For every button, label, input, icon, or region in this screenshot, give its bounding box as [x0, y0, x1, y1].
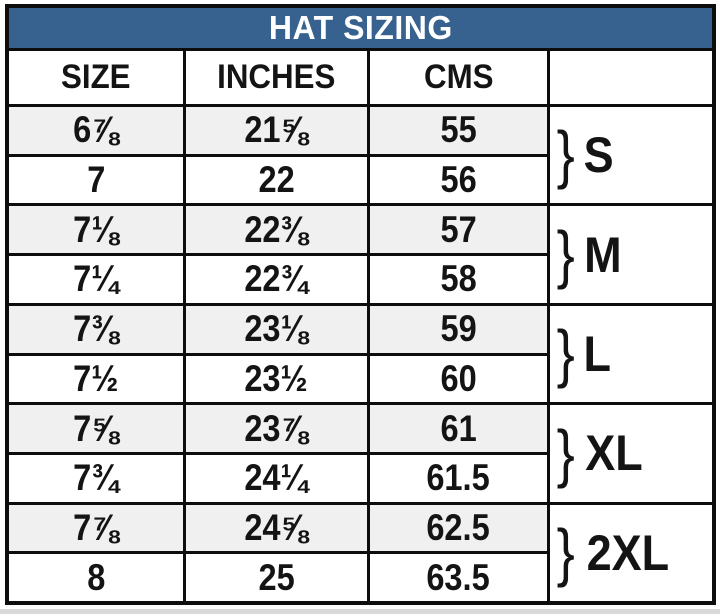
- cell-size: 7½: [9, 355, 183, 403]
- column-header-label: INCHES: [217, 58, 336, 96]
- cell-inches: 24⅝: [186, 504, 367, 552]
- cell-inches: 22: [186, 156, 367, 204]
- cell-value: 24¼: [244, 457, 309, 499]
- column-header-inches: INCHES: [186, 51, 367, 104]
- cell-inches: 23⅞: [186, 405, 367, 452]
- cell-value: 59: [440, 308, 477, 350]
- cell-value: 7⅛: [73, 208, 119, 250]
- cell-value: 22: [258, 159, 295, 201]
- group-label: XL: [585, 425, 644, 482]
- group-cell-s: } S: [550, 107, 712, 204]
- cell-size: 7¼: [9, 256, 183, 303]
- brace-glyph: }: [556, 317, 575, 390]
- cell-size: 7⅛: [9, 206, 183, 254]
- cell-size: 7⅞: [9, 504, 183, 552]
- cell-inches: 22¾: [186, 256, 367, 303]
- cell-size: 7⅜: [9, 305, 183, 353]
- cell-value: 7⅜: [73, 308, 119, 350]
- cell-cms: 61.5: [370, 454, 547, 502]
- cell-value: 61.5: [426, 457, 491, 499]
- cell-value: 60: [440, 357, 477, 399]
- cell-cms: 57: [370, 206, 547, 254]
- cell-value: 7¼: [73, 258, 119, 300]
- cell-cms: 63.5: [370, 554, 547, 601]
- cell-inches: 21⅝: [186, 107, 367, 154]
- cell-inches: 25: [186, 554, 367, 601]
- cell-value: 8: [86, 556, 106, 598]
- cell-cms: 60: [370, 355, 547, 403]
- cell-size: 8: [9, 554, 183, 601]
- cell-cms: 62.5: [370, 504, 547, 552]
- sizing-table: HAT SIZING SIZE INCHES CMS 6⅞ 21⅝ 55 7 22 56}…: [5, 4, 716, 605]
- group-label: L: [583, 325, 612, 382]
- cell-inches: 23⅛: [186, 305, 367, 353]
- bottom-edge-strip: [0, 609, 720, 614]
- brace-glyph: }: [556, 118, 575, 191]
- cell-value: 7⅞: [73, 506, 119, 548]
- cell-cms: 58: [370, 256, 547, 303]
- cell-value: 22⅜: [244, 208, 309, 250]
- cell-inches: 23½: [186, 355, 367, 403]
- column-header-group-empty: [550, 51, 712, 104]
- brace-glyph: }: [556, 217, 575, 290]
- cell-cms: 55: [370, 107, 547, 154]
- group-cell-2xl: } 2XL: [550, 504, 712, 601]
- cell-size: 7¾: [9, 454, 183, 502]
- cell-size: 6⅞: [9, 107, 183, 154]
- cell-inches: 22⅜: [186, 206, 367, 254]
- cell-value: 7½: [73, 357, 119, 399]
- column-header-cms: CMS: [370, 51, 547, 104]
- cell-value: 7¾: [73, 457, 119, 499]
- group-cell-xl: } XL: [550, 405, 712, 502]
- group-cell-m: } M: [550, 206, 712, 303]
- column-header-label: SIZE: [61, 58, 131, 96]
- group-cell-l: } L: [550, 305, 712, 403]
- group-label: 2XL: [586, 524, 670, 581]
- cell-size: 7⅝: [9, 405, 183, 452]
- brace-glyph: }: [556, 416, 575, 489]
- column-header-size: SIZE: [9, 51, 183, 104]
- cell-value: 58: [440, 258, 477, 300]
- group-label: M: [584, 226, 622, 283]
- cell-cms: 59: [370, 305, 547, 353]
- cell-value: 62.5: [426, 506, 491, 548]
- column-header-label: CMS: [423, 58, 494, 96]
- cell-value: 23⅛: [244, 308, 309, 350]
- brace-glyph: }: [556, 516, 575, 588]
- cell-value: 61: [440, 407, 477, 449]
- cell-value: 63.5: [426, 556, 491, 598]
- cell-value: 57: [440, 208, 477, 250]
- cell-cms: 56: [370, 156, 547, 204]
- cell-value: 24⅝: [244, 506, 309, 548]
- cell-value: 7⅝: [73, 407, 119, 449]
- cell-value: 25: [258, 556, 295, 598]
- cell-value: 22¾: [244, 258, 309, 300]
- cell-value: 6⅞: [73, 109, 119, 151]
- table-title: HAT SIZING: [268, 9, 453, 46]
- table-title-bar: HAT SIZING: [9, 8, 712, 48]
- cell-value: 56: [440, 159, 477, 201]
- group-label: S: [584, 127, 615, 184]
- cell-value: 23½: [244, 357, 309, 399]
- cell-cms: 61: [370, 405, 547, 452]
- cell-value: 23⅞: [244, 407, 309, 449]
- cell-value: 55: [440, 109, 477, 151]
- cell-inches: 24¼: [186, 454, 367, 502]
- cell-value: 7: [86, 159, 106, 201]
- cell-size: 7: [9, 156, 183, 204]
- cell-value: 21⅝: [244, 109, 309, 151]
